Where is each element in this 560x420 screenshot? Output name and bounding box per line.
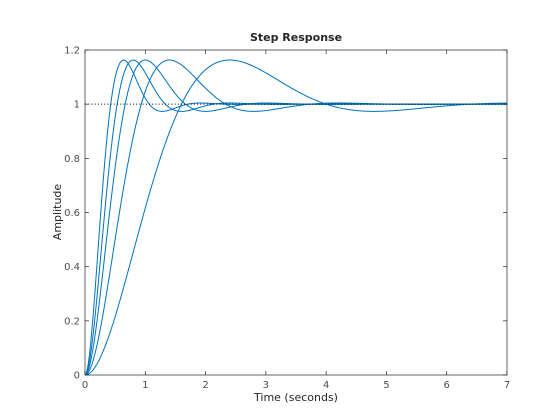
x-tick-label: 0 xyxy=(82,380,88,391)
plot-area xyxy=(84,49,508,376)
x-tick-label: 2 xyxy=(202,380,208,391)
x-tick-label: 7 xyxy=(504,380,510,391)
x-tick-label: 6 xyxy=(444,380,450,391)
axis-ticks: 0 1 2 3 4 5 6 7 0 0.2 0.4 0.6 0.8 1 1.2 xyxy=(64,46,510,392)
step-response-series-5 xyxy=(84,59,508,376)
y-tick-label: 0.4 xyxy=(64,262,80,273)
y-tick-label: 0.8 xyxy=(64,154,80,165)
series-layer xyxy=(84,59,508,376)
y-tick-label: 0 xyxy=(74,371,80,382)
x-tick-label: 3 xyxy=(263,380,269,391)
y-tick-label: 0.2 xyxy=(64,316,80,327)
chart-title: Step Response xyxy=(250,31,342,44)
x-tick-label: 5 xyxy=(383,380,389,391)
y-tick-label: 1 xyxy=(74,100,80,111)
y-tick-label: 0.6 xyxy=(64,208,80,219)
x-tick-label: 4 xyxy=(323,380,329,391)
x-axis-label: Time (seconds) xyxy=(253,391,338,404)
x-tick-label: 1 xyxy=(142,380,148,391)
y-tick-label: 1.2 xyxy=(64,46,80,57)
step-response-series-4 xyxy=(84,59,507,376)
y-axis-label: Amplitude xyxy=(51,184,64,241)
